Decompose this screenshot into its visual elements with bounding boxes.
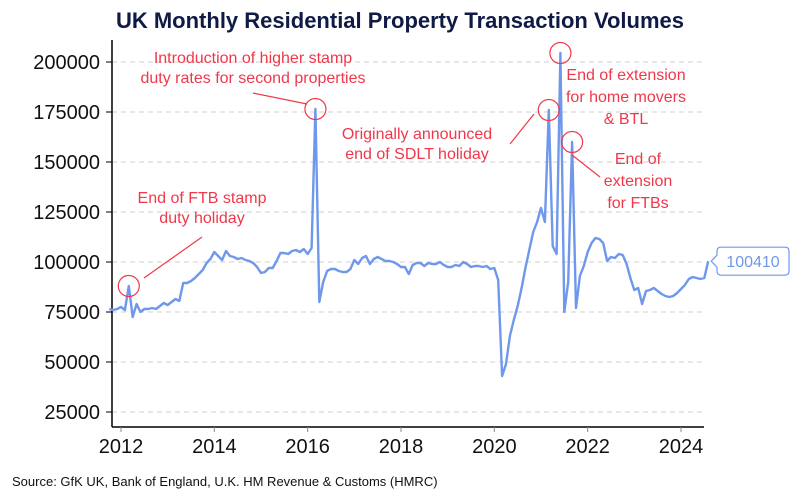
source-note: Source: GfK UK, Bank of England, U.K. HM… <box>12 474 438 489</box>
annotation-text: Originally announced <box>342 126 492 143</box>
annotation-text: End of <box>615 151 662 168</box>
annotation-text: for FTBs <box>607 195 668 212</box>
annotation-circle <box>117 274 140 298</box>
annotation-leader-line <box>509 113 535 145</box>
x-tick-label: 2014 <box>192 436 237 458</box>
y-tick-label: 200000 <box>33 52 100 74</box>
x-tick-label: 2018 <box>379 436 424 458</box>
annotation-text: & BTL <box>604 111 649 128</box>
annotation-leader-line <box>252 92 308 105</box>
x-tick-label: 2012 <box>99 436 144 458</box>
annotation-text: extension <box>604 173 673 190</box>
annotation-text: Introduction of higher stamp <box>154 50 352 67</box>
y-tick-label: 150000 <box>33 152 100 174</box>
annotation-leader-line <box>571 154 601 178</box>
annotation-circle <box>537 98 560 122</box>
x-tick-label: 2024 <box>659 436 704 458</box>
chart-title: UK Monthly Residential Property Transact… <box>116 8 684 33</box>
x-tick-label: 2016 <box>285 436 330 458</box>
y-tick-label: 25000 <box>44 402 100 424</box>
annotation-circle <box>561 130 584 154</box>
annotation-text: duty rates for second properties <box>140 70 365 87</box>
y-tick-label: 100000 <box>33 252 100 274</box>
annotations: End of FTB stamp duty holiday Introduction… <box>117 41 686 298</box>
x-tick-label: 2022 <box>565 436 610 458</box>
y-tick-label: 75000 <box>44 302 100 324</box>
x-ticks: 2012 2014 2016 2018 2020 2022 2024 <box>99 427 704 458</box>
series-layer <box>109 51 710 378</box>
series-line <box>109 51 710 378</box>
annotation-text: duty holiday <box>159 210 244 227</box>
y-ticks: 25000 50000 75000 100000 125000 150000 175000 2… <box>33 52 112 424</box>
annotation-leader-line <box>143 236 203 279</box>
annotation-text: End of FTB stamp <box>138 190 267 207</box>
annotation-text: for home movers <box>566 89 686 106</box>
y-tick-label: 125000 <box>33 202 100 224</box>
last-value-callout: 100410 <box>710 246 790 276</box>
x-tick-label: 2020 <box>472 436 517 458</box>
annotation-circle <box>304 97 327 121</box>
annotation-text: End of extension <box>566 67 685 84</box>
last-value-label: 100410 <box>726 254 779 271</box>
annotation-circle <box>549 41 572 65</box>
annotation-text: end of SDLT holiday <box>345 146 489 163</box>
y-tick-label: 50000 <box>44 352 100 374</box>
y-tick-label: 175000 <box>33 102 100 124</box>
last-value-box <box>710 246 790 276</box>
